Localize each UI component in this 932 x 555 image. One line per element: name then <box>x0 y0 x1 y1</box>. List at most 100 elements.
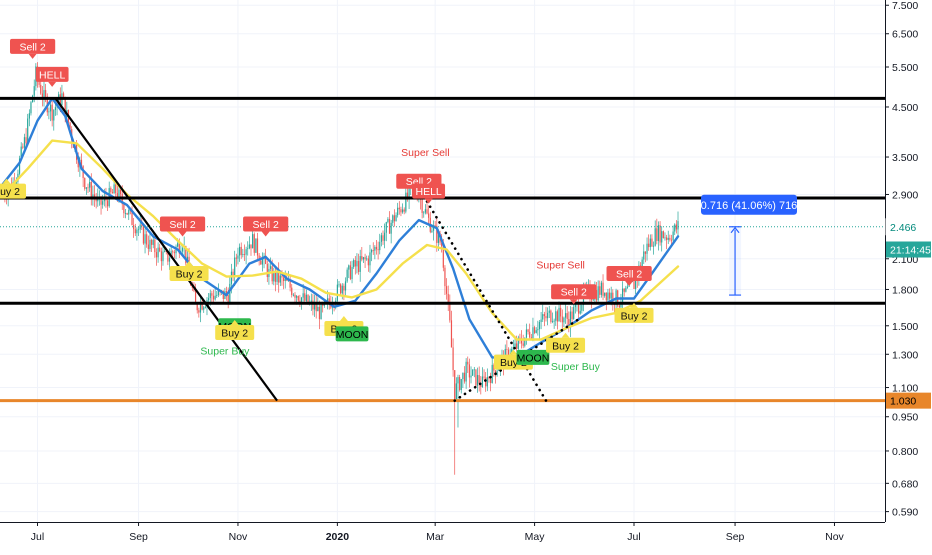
candle-body <box>252 234 254 249</box>
candle <box>398 201 400 215</box>
candle-body <box>149 239 151 249</box>
candle-body <box>573 307 575 319</box>
measure-arrow-icon <box>730 226 740 234</box>
candle-body <box>600 282 603 295</box>
candle-body <box>27 118 29 144</box>
candle-body <box>380 235 382 242</box>
candle <box>644 251 647 263</box>
price-tick-label: 0.680 <box>892 478 918 490</box>
candle <box>595 281 598 304</box>
candle <box>25 128 27 146</box>
downtrend-dotted-line <box>425 200 548 402</box>
candle <box>175 244 177 260</box>
candle-body <box>455 383 457 399</box>
candle <box>377 241 379 260</box>
candle-body <box>602 282 604 296</box>
candle <box>542 304 544 322</box>
time-tick-label: Sep <box>129 531 148 543</box>
candle-body <box>359 256 361 272</box>
candle <box>649 234 651 251</box>
time-axis: Jul Sep Nov 2020 Mar May Jul Sep Nov <box>0 522 885 550</box>
candle <box>349 261 352 281</box>
candle <box>216 291 218 299</box>
candle-body <box>643 251 645 260</box>
candle <box>449 294 451 323</box>
candle <box>550 309 552 324</box>
candle <box>172 249 174 258</box>
candle-body <box>95 197 97 202</box>
candle-body <box>537 329 539 331</box>
candle-body <box>43 90 45 98</box>
candle <box>18 155 21 176</box>
candle-body <box>436 225 438 243</box>
candle-body <box>519 337 521 339</box>
candle-body <box>393 215 396 222</box>
candle <box>27 113 29 146</box>
candle <box>142 223 145 245</box>
support-price-badge: 1.030 <box>890 396 916 408</box>
candle <box>604 292 606 298</box>
candle <box>137 227 140 237</box>
countdown-badge-box <box>886 241 931 258</box>
candle-body <box>326 298 329 302</box>
candle-body <box>343 285 345 291</box>
candle-body <box>110 188 112 193</box>
candle-body <box>100 196 102 205</box>
candle-body <box>315 303 317 312</box>
candle-body <box>667 237 669 240</box>
candle-body <box>160 251 162 262</box>
candle-body <box>53 109 55 121</box>
candle-body <box>240 246 242 255</box>
candle-body <box>361 256 363 260</box>
price-tick-label: 5.500 <box>892 62 918 74</box>
candle <box>390 219 392 244</box>
candle-body <box>346 269 348 282</box>
signal-label: Sell 2 <box>253 219 279 231</box>
measure-label-box <box>701 194 797 215</box>
candle-body <box>274 271 277 282</box>
candle-body <box>489 378 492 383</box>
signal-box <box>551 284 597 300</box>
candle-body <box>635 277 637 290</box>
candle-body <box>486 377 488 387</box>
candle-body <box>294 294 296 298</box>
candle <box>558 301 560 322</box>
signal-buy: Buy 2 <box>546 332 586 353</box>
candle-body <box>222 290 224 299</box>
candle-body <box>230 271 233 284</box>
candle-body <box>364 257 366 260</box>
candle-body <box>41 93 43 98</box>
signal-buy: Buy 2 <box>215 320 255 341</box>
candle <box>506 340 508 358</box>
candle <box>652 241 655 255</box>
candle <box>674 223 676 236</box>
candle-body <box>625 287 627 292</box>
candle <box>374 245 376 260</box>
candle-body <box>147 244 149 249</box>
candle <box>123 202 125 219</box>
signal-sell: Sell 2 <box>243 216 289 237</box>
candle-body <box>666 237 668 240</box>
plot-layer: Super Sell Super Sell Super Buy Super Buy <box>0 62 885 475</box>
candle-body <box>168 257 171 262</box>
candle <box>445 278 448 300</box>
signal-box <box>159 216 206 232</box>
candle-body <box>475 369 477 386</box>
candle-body <box>591 299 593 301</box>
candle-body <box>115 184 117 194</box>
candle-body <box>266 263 268 277</box>
candle <box>667 230 669 245</box>
candle-body <box>468 364 470 378</box>
candle-body <box>623 288 625 292</box>
moving-average-line-1 <box>0 97 680 359</box>
candle-body <box>657 225 660 241</box>
candle-body <box>527 329 529 332</box>
candle <box>657 221 660 251</box>
candle-body <box>445 286 448 294</box>
signal-down-arrow-icon <box>424 198 433 204</box>
candle-body <box>144 234 146 244</box>
candle-body <box>237 255 239 259</box>
candle-body <box>118 189 120 199</box>
candle-body <box>142 225 145 244</box>
